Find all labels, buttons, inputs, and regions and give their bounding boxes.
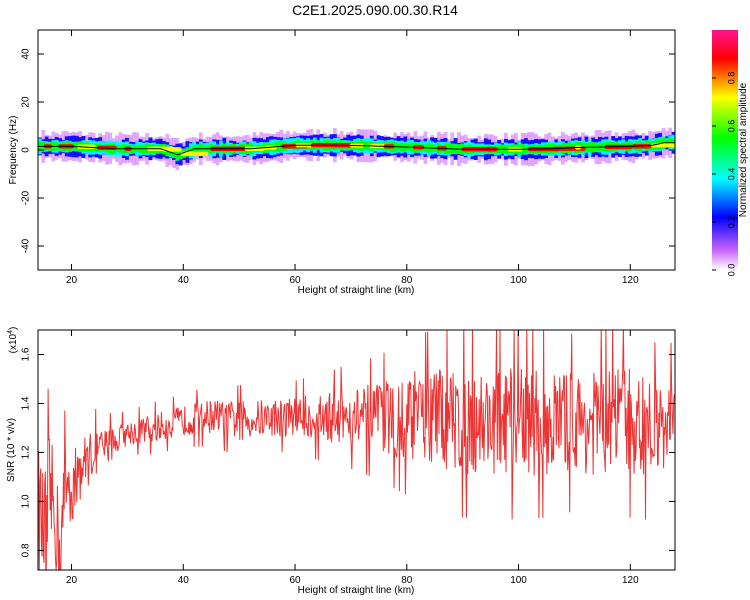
heat-cell <box>675 131 679 154</box>
snr-plot-area <box>38 330 675 570</box>
snr-x-axis: 20 40 60 80 100 120 <box>66 330 639 586</box>
y-tick-label: 0.8 <box>21 543 32 557</box>
x-tick-label: 60 <box>289 575 301 586</box>
y-tick-label: 40 <box>21 48 32 60</box>
y-tick-label: 1.0 <box>21 494 32 508</box>
colorbar-tick-label: 0.2 <box>726 216 736 229</box>
y-tick-label: -40 <box>21 238 32 253</box>
snr-panel: 20 40 60 80 100 120 0.8 1.0 1.2 1.4 1.6 Height of… <box>6 327 676 596</box>
x-tick-label: 40 <box>178 575 190 586</box>
heat-peak <box>651 143 675 148</box>
colorbar-gradient <box>712 30 738 270</box>
snr-frame <box>37 329 676 571</box>
heat-cell <box>172 147 176 158</box>
heat-cell <box>188 147 193 154</box>
spectrogram-y-axis-label: Frequency (Hz) <box>8 116 19 185</box>
x-tick-label: 20 <box>66 275 78 286</box>
spectrogram-y-axis: -40 -20 0 20 40 <box>21 48 675 253</box>
x-tick-label: 80 <box>401 275 413 286</box>
snr-y-axis-label: SNR (10 * v/v) <box>6 418 17 482</box>
peak-frequency-line <box>38 142 675 156</box>
colorbar-tick-label: 0.6 <box>726 120 736 133</box>
snr-y-multiplier: (x104) <box>7 327 19 354</box>
y-tick-label: 1.6 <box>21 347 32 361</box>
x-tick-label: 100 <box>510 275 527 286</box>
y-tick-label: 20 <box>21 96 32 108</box>
colorbar-tick-label: 0.4 <box>726 168 736 181</box>
heat-peak <box>180 151 209 156</box>
snr-series-line <box>38 330 675 570</box>
heat-cell <box>168 147 173 156</box>
x-tick-label: 120 <box>622 275 639 286</box>
heat-cell <box>178 149 183 160</box>
colorbar: 0.0 0.2 0.4 0.6 0.8 Normalized spectral ampl… <box>712 30 749 276</box>
spectrogram-x-axis: 20 40 60 80 100 120 <box>66 30 639 286</box>
y-tick-label: 1.2 <box>21 445 32 459</box>
colorbar-label: Normalized spectral amplitude <box>738 82 749 217</box>
spectrogram-panel: 20 40 60 80 100 120 -40 -20 0 20 40 Height of str… <box>8 29 679 296</box>
x-tick-label: 120 <box>622 575 639 586</box>
colorbar-tick-label: 0.0 <box>726 264 736 277</box>
heat-cell <box>175 148 180 160</box>
heat-peak <box>162 147 182 152</box>
heat-cell <box>675 132 679 153</box>
x-tick-label: 40 <box>178 275 190 286</box>
x-tick-label: 60 <box>289 275 301 286</box>
y-tick-label: -20 <box>21 190 32 205</box>
y-tick-label: 1.4 <box>21 396 32 410</box>
x-tick-label: 100 <box>510 575 527 586</box>
snr-y-axis: 0.8 1.0 1.2 1.4 1.6 <box>21 347 675 557</box>
figure-title: C2E1.2025.090.00.30.R14 <box>292 2 458 18</box>
heat-cell <box>192 145 196 154</box>
colorbar-ticks: 0.0 0.2 0.4 0.6 0.8 <box>712 72 736 277</box>
y-tick-label: 0 <box>21 147 32 153</box>
heat-cell <box>675 138 679 148</box>
x-tick-label: 20 <box>66 575 78 586</box>
spectrogram-x-axis-label: Height of straight line (km) <box>298 285 415 296</box>
snr-x-axis-label: Height of straight line (km) <box>298 585 415 596</box>
heat-cell <box>675 135 679 150</box>
colorbar-tick-label: 0.8 <box>726 72 736 85</box>
x-tick-label: 80 <box>401 575 413 586</box>
